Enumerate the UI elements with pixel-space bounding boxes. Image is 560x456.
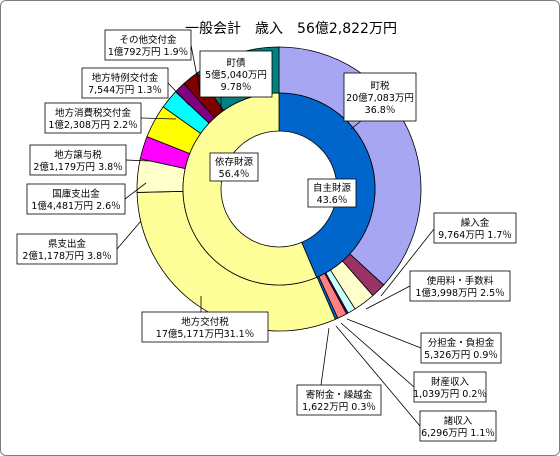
label-box-shoshu bbox=[419, 410, 497, 442]
label-text-shoshu-0: 諸収入 bbox=[444, 415, 473, 427]
label-box-chosai bbox=[199, 50, 273, 98]
label-text-chosai-1: 5億5,040万円 bbox=[205, 69, 267, 81]
label-text-zaisan-0: 財産収入 bbox=[431, 376, 470, 388]
label-text-kuriire-0: 繰入金 bbox=[461, 217, 490, 229]
label-text-chosai-0: 町債 bbox=[226, 57, 246, 69]
leader-line-shoshu bbox=[335, 325, 421, 427]
label-text-joyo-0: 地方譲与税 bbox=[54, 149, 102, 161]
label-box-izon bbox=[209, 152, 259, 182]
label-text-kifu-1: 1,622万円 0.3％ bbox=[302, 402, 376, 413]
label-text-shohi-0: 地方消費税交付金 bbox=[55, 107, 132, 119]
leader-line-sonota bbox=[190, 44, 202, 98]
label-text-kokko-0: 国庫支出金 bbox=[52, 188, 100, 200]
chart-title: 一般会計 歳入 56億2,822万円 bbox=[185, 21, 397, 37]
label-text-shiyo-0: 使用料・手数料 bbox=[427, 275, 494, 287]
label-text-izon-1: 56.4％ bbox=[219, 169, 250, 180]
label-box-kotsu bbox=[141, 311, 269, 343]
label-text-kuriire-1: 9,764万円 1.7％ bbox=[438, 230, 512, 241]
label-text-shohi-1: 1億2,308万円 2.2％ bbox=[48, 119, 137, 131]
label-text-izon-0: 依存財源 bbox=[215, 156, 254, 168]
label-box-jishu bbox=[307, 178, 357, 208]
label-text-buntan-1: 5,326万円 0.9％ bbox=[424, 350, 498, 361]
label-box-kuriire bbox=[433, 212, 517, 244]
label-text-jishu-1: 43.6％ bbox=[317, 195, 348, 206]
label-box-ken bbox=[16, 233, 118, 265]
label-box-sonota bbox=[104, 29, 192, 61]
label-box-kokko bbox=[26, 183, 126, 215]
label-text-chosai-2: 9.78％ bbox=[221, 82, 252, 93]
leader-line-shohi bbox=[140, 117, 177, 120]
label-text-tokurei-0: 地方特例交付金 bbox=[92, 72, 159, 84]
leader-lines bbox=[116, 44, 435, 427]
leader-line-buntan bbox=[346, 318, 422, 349]
label-text-joyo-1: 2億1,179万円 3.8％ bbox=[33, 161, 122, 173]
label-box-choZei bbox=[343, 72, 417, 122]
leader-line-shiyo bbox=[365, 285, 411, 310]
label-box-shohi bbox=[44, 102, 142, 134]
label-text-ken-1: 2億1,178万円 3.8％ bbox=[22, 250, 111, 262]
label-text-ken-0: 県支出金 bbox=[48, 238, 87, 250]
label-text-choZei-2: 36.8％ bbox=[365, 105, 396, 116]
label-text-choZei-1: 20億7,083万円 bbox=[346, 92, 414, 104]
label-text-kotsu-0: 地方交付税 bbox=[181, 316, 229, 328]
leader-line-zaisan bbox=[340, 322, 415, 388]
label-text-shoshu-1: 6,296万円 1.1％ bbox=[421, 428, 495, 439]
leader-line-ken bbox=[116, 220, 142, 250]
leader-line-kuriire bbox=[380, 228, 435, 297]
label-text-sonota-1: 1億792万円 1.9％ bbox=[108, 46, 188, 58]
label-box-shiyo bbox=[409, 270, 511, 302]
label-box-buntan bbox=[420, 332, 502, 364]
label-text-jishu-0: 自主財源 bbox=[313, 182, 352, 194]
label-text-zaisan-1: 1,039万円 0.2％ bbox=[413, 389, 487, 400]
label-box-kifu bbox=[296, 384, 382, 416]
inner-slice-0 bbox=[278, 92, 376, 278]
label-box-zaisan bbox=[413, 371, 487, 403]
label-text-shiyo-1: 1億3,998万円 2.5％ bbox=[415, 287, 504, 299]
leader-line-choZei bbox=[350, 120, 362, 130]
label-box-tokurei bbox=[81, 67, 169, 99]
leader-line-kokko bbox=[124, 182, 147, 200]
label-box-joyo bbox=[29, 144, 127, 176]
leader-line-joyo bbox=[125, 159, 150, 162]
label-text-kotsu-1: 17億5,171万円31.1％ bbox=[156, 328, 254, 340]
label-text-kokko-1: 1億4,481万円 2.6％ bbox=[31, 200, 120, 212]
label-text-kifu-0: 寄附金・繰越金 bbox=[306, 389, 373, 401]
label-text-sonota-0: その他交付金 bbox=[119, 34, 177, 46]
label-text-choZei-0: 町税 bbox=[370, 80, 390, 92]
label-text-buntan-0: 分担金・負担金 bbox=[428, 337, 495, 349]
label-text-tokurei-1: 7,544万円 1.3％ bbox=[88, 85, 162, 96]
leader-line-tokurei bbox=[167, 82, 190, 106]
leader-line-kifu bbox=[320, 327, 330, 386]
